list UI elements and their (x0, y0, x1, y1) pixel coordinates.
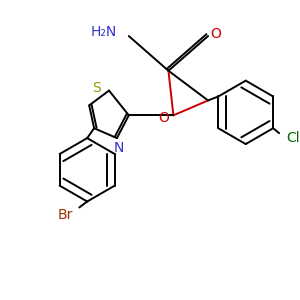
Text: O: O (211, 27, 221, 41)
Text: S: S (92, 81, 101, 94)
Text: H₂N: H₂N (91, 25, 117, 39)
Text: Br: Br (58, 208, 73, 222)
Text: Cl: Cl (286, 131, 300, 145)
Text: N: N (114, 141, 124, 155)
Text: O: O (158, 111, 169, 125)
